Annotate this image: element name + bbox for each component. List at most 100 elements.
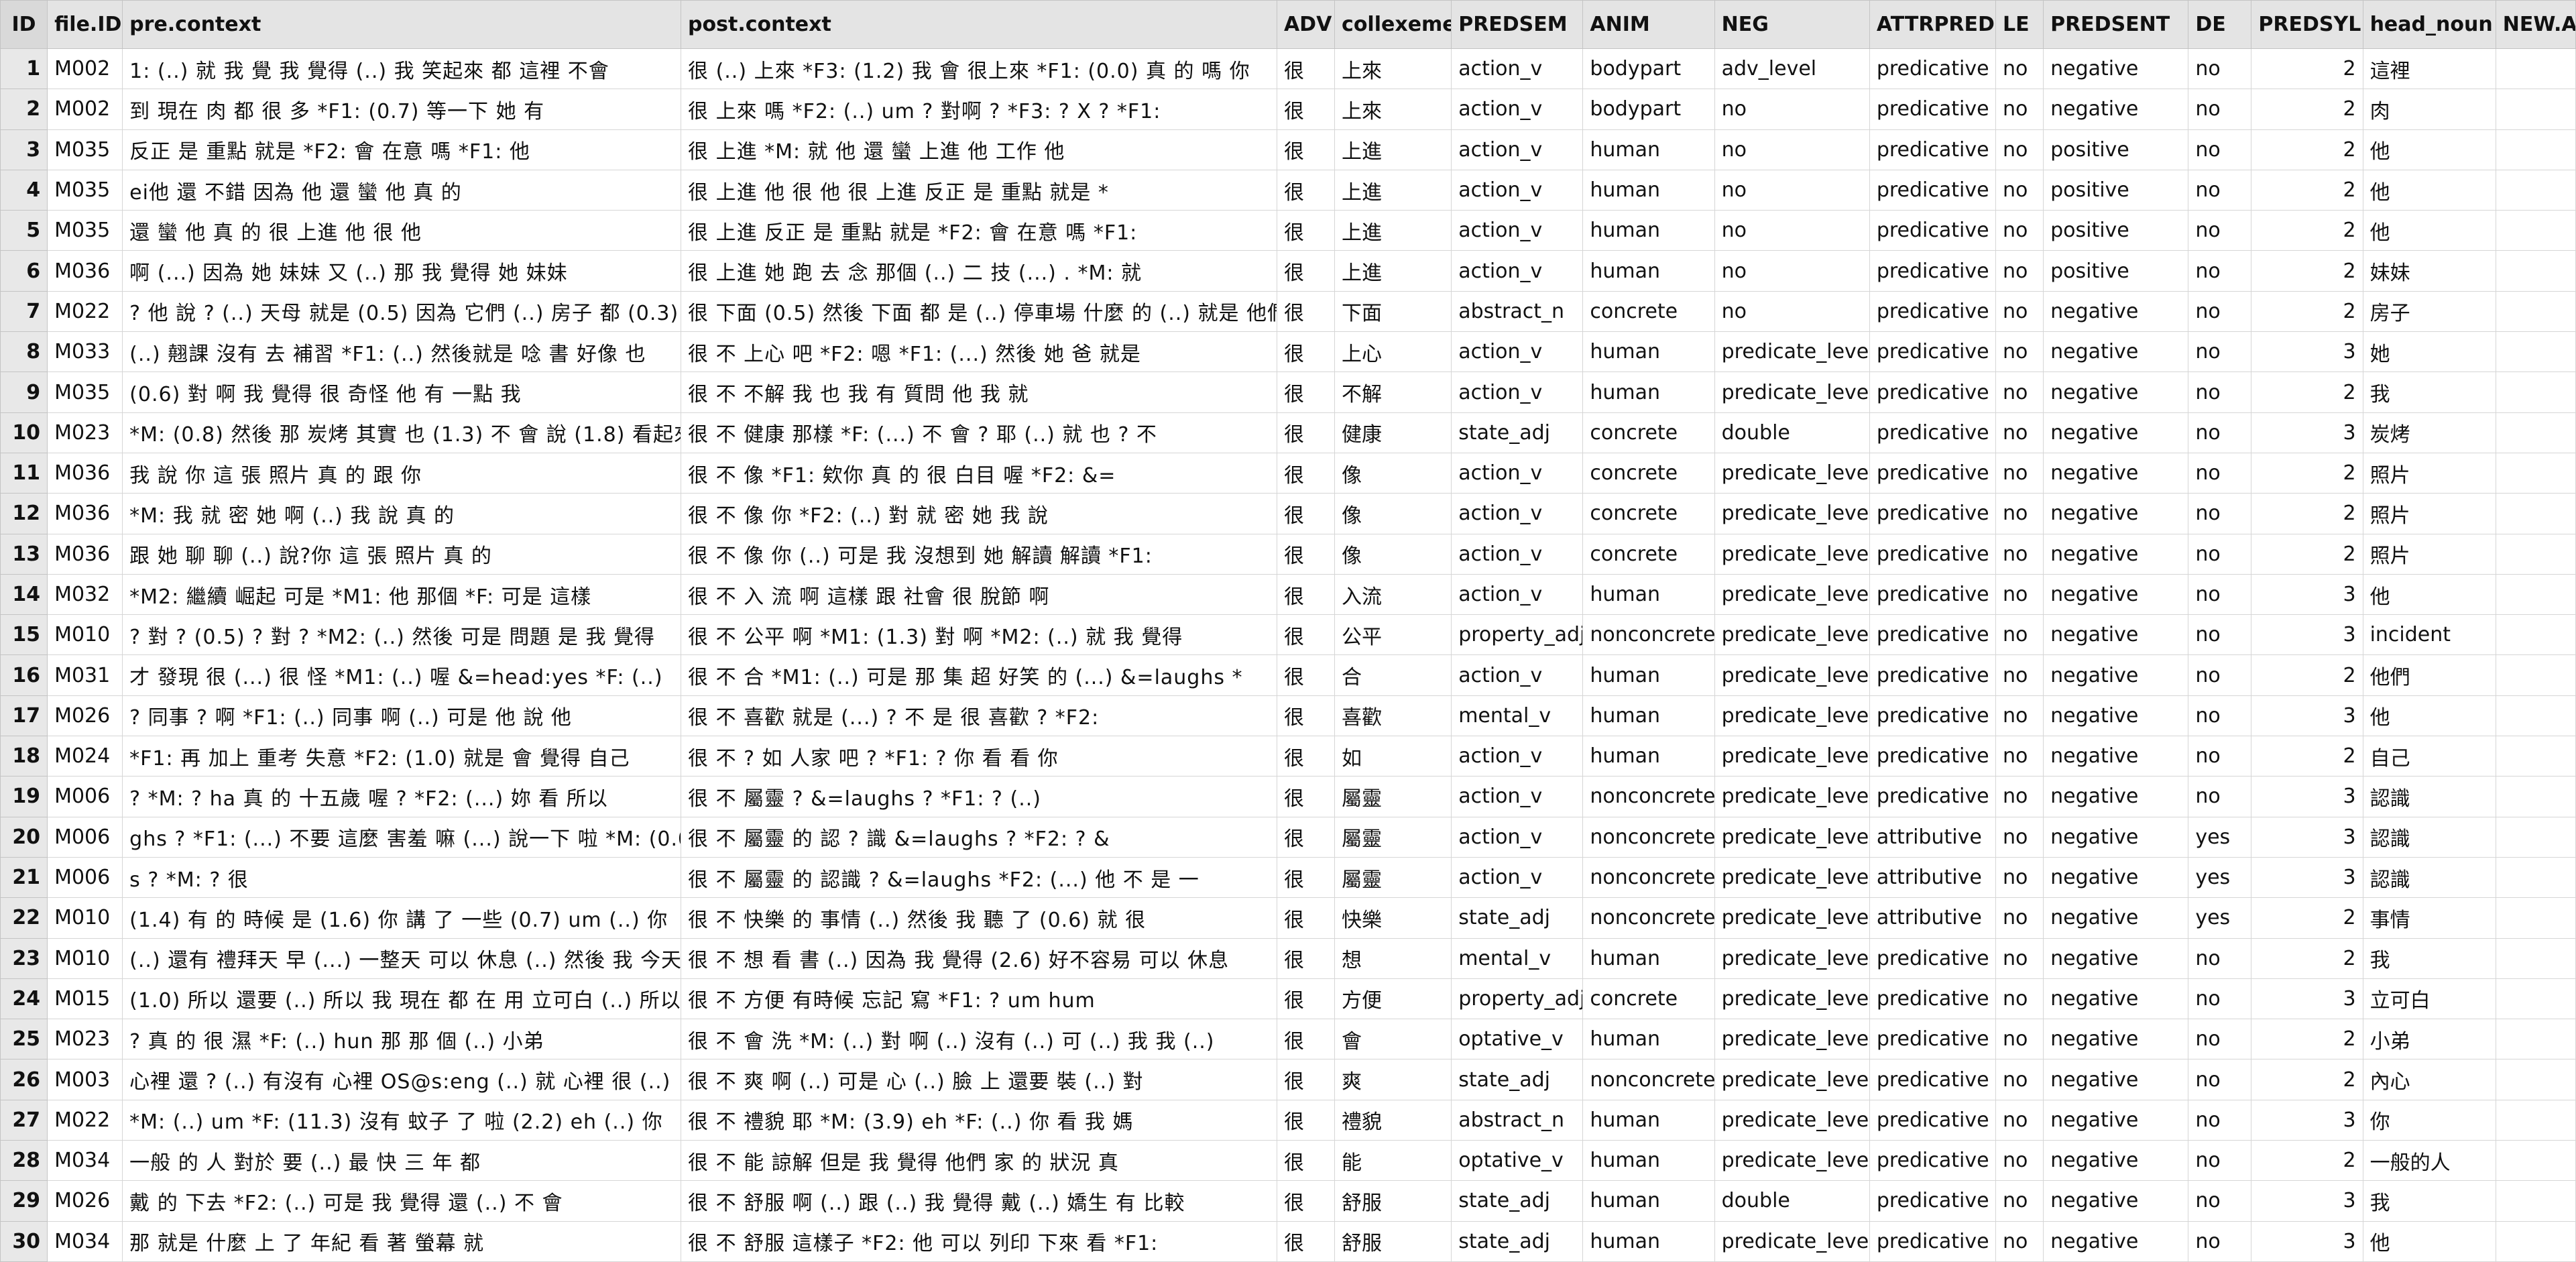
cell-collexeme[interactable]: 如 [1334,736,1452,777]
column-header-le[interactable]: LE [1995,0,2044,49]
cell-anim[interactable]: human [1582,1180,1715,1222]
cell-pre-context[interactable]: 還 蠻 他 真 的 很 上進 他 很 他 [122,210,682,251]
cell-collexeme[interactable]: 上進 [1334,250,1452,292]
cell-new-anim[interactable] [2495,452,2576,494]
cell-head-noun[interactable]: 他 [2362,169,2496,211]
row-number[interactable]: 9 [0,371,48,413]
cell-predsyl[interactable]: 3 [2251,614,2363,656]
cell-de[interactable]: yes [2188,856,2252,899]
cell-post-context[interactable]: 很 不 會 洗 *M: (..) 對 啊 (..) 沒有 (..) 可 (..)… [681,1019,1277,1060]
cell-collexeme[interactable]: 方便 [1334,978,1452,1020]
cell-predsem[interactable]: action_v [1451,573,1584,616]
cell-head-noun[interactable]: 事情 [2362,897,2496,939]
cell-predsyl[interactable]: 2 [2251,250,2363,292]
row-number[interactable]: 30 [0,1220,48,1262]
row-number[interactable]: 3 [0,129,48,170]
cell-predsem[interactable]: mental_v [1451,695,1584,737]
cell-adv[interactable]: 很 [1276,371,1336,413]
cell-predsent[interactable]: negative [2043,331,2189,373]
cell-de[interactable]: no [2188,776,2252,817]
cell-anim[interactable]: nonconcrete [1582,816,1715,858]
cell-pre-context[interactable]: (..) 還有 禮拜天 早 (...) 一整天 可以 休息 (..) 然後 我 … [122,937,682,979]
table-row[interactable]: 8 M033 (..) 翹課 沒有 去 補習 *F1: (..) 然後就是 唸 書 … [0,331,2576,373]
cell-head-noun[interactable]: 他們 [2362,654,2496,696]
cell-post-context[interactable]: 很 不 屬靈 ? &=laughs ? *F1: ? (..) [681,776,1277,817]
cell-le[interactable]: no [1995,897,2044,939]
table-row[interactable]: 25 M023 ? 真 的 很 濕 *F: (..) hun 那 那 個 (..)… [0,1019,2576,1060]
row-number[interactable]: 22 [0,897,48,939]
cell-neg[interactable]: predicate_level [1714,736,1870,777]
cell-predsyl[interactable]: 3 [2251,331,2363,373]
cell-adv[interactable]: 很 [1276,452,1336,494]
cell-anim[interactable]: human [1582,937,1715,979]
cell-predsyl[interactable]: 3 [2251,1220,2363,1262]
cell-predsent[interactable]: negative [2043,452,2189,494]
cell-file-id[interactable]: M031 [47,654,123,696]
cell-adv[interactable]: 很 [1276,331,1336,373]
cell-post-context[interactable]: 很 不 爽 啊 (..) 可是 心 (..) 臉 上 還要 裝 (..) 對 [681,1059,1277,1100]
cell-predsent[interactable]: negative [2043,614,2189,656]
cell-anim[interactable]: bodypart [1582,89,1715,130]
cell-adv[interactable]: 很 [1276,1059,1336,1100]
cell-head-noun[interactable]: 他 [2362,573,2496,616]
cell-predsyl[interactable]: 3 [2251,1099,2363,1141]
cell-attrpred[interactable]: predicative [1869,412,1997,453]
cell-pre-context[interactable]: 啊 (...) 因為 她 妹妹 又 (..) 那 我 覺得 她 妹妹 [122,250,682,292]
table-row[interactable]: 16 M031 才 發現 很 (...) 很 怪 *M1: (..) 喔 &=hea… [0,654,2576,696]
cell-anim[interactable]: bodypart [1582,48,1715,90]
cell-post-context[interactable]: 很 不 能 諒解 但是 我 覺得 他們 家 的 狀況 真 [681,1140,1277,1182]
cell-new-anim[interactable] [2495,89,2576,130]
cell-neg[interactable]: predicate_level [1714,493,1870,534]
cell-head-noun[interactable]: 我 [2362,1180,2496,1222]
cell-adv[interactable]: 很 [1276,129,1336,170]
cell-collexeme[interactable]: 上來 [1334,89,1452,130]
cell-file-id[interactable]: M036 [47,533,123,575]
cell-head-noun[interactable]: 這裡 [2362,48,2496,90]
cell-file-id[interactable]: M010 [47,614,123,656]
cell-attrpred[interactable]: predicative [1869,493,1997,534]
cell-de[interactable]: no [2188,736,2252,777]
cell-collexeme[interactable]: 像 [1334,452,1452,494]
table-row[interactable]: 10 M023 *M: (0.8) 然後 那 炭烤 其實 也 (1.3) 不 會 說… [0,412,2576,453]
table-row[interactable]: 21 M006 s ? *M: ? 很很 不 屬靈 的 認識 ? &=laughs… [0,856,2576,899]
cell-post-context[interactable]: 很 不 舒服 這樣子 *F2: 他 可以 列印 下來 看 *F1: [681,1220,1277,1262]
cell-predsem[interactable]: mental_v [1451,937,1584,979]
column-header-adv[interactable]: ADV [1276,0,1336,49]
cell-predsent[interactable]: positive [2043,169,2189,211]
cell-le[interactable]: no [1995,371,2044,413]
cell-new-anim[interactable] [2495,48,2576,90]
cell-anim[interactable]: nonconcrete [1582,614,1715,656]
cell-predsent[interactable]: negative [2043,1220,2189,1262]
cell-anim[interactable]: human [1582,1220,1715,1262]
cell-attrpred[interactable]: predicative [1869,1059,1997,1100]
cell-collexeme[interactable]: 像 [1334,533,1452,575]
cell-le[interactable]: no [1995,331,2044,373]
row-number[interactable]: 5 [0,210,48,251]
cell-attrpred[interactable]: attributive [1869,897,1997,939]
cell-predsem[interactable]: action_v [1451,736,1584,777]
cell-neg[interactable]: predicate_level [1714,816,1870,858]
cell-collexeme[interactable]: 屬靈 [1334,816,1452,858]
cell-attrpred[interactable]: predicative [1869,331,1997,373]
cell-adv[interactable]: 很 [1276,210,1336,251]
cell-adv[interactable]: 很 [1276,816,1336,858]
row-number[interactable]: 28 [0,1140,48,1182]
cell-attrpred[interactable]: predicative [1869,48,1997,90]
cell-predsyl[interactable]: 2 [2251,48,2363,90]
cell-predsyl[interactable]: 2 [2251,493,2363,534]
cell-adv[interactable]: 很 [1276,89,1336,130]
cell-de[interactable]: no [2188,169,2252,211]
cell-le[interactable]: no [1995,533,2044,575]
cell-new-anim[interactable] [2495,129,2576,170]
cell-predsyl[interactable]: 2 [2251,169,2363,211]
cell-predsem[interactable]: action_v [1451,250,1584,292]
cell-neg[interactable]: predicate_level [1714,1099,1870,1141]
cell-collexeme[interactable]: 會 [1334,1019,1452,1060]
cell-new-anim[interactable] [2495,533,2576,575]
cell-post-context[interactable]: 很 不 想 看 書 (..) 因為 我 覺得 (2.6) 好不容易 可以 休息 [681,937,1277,979]
cell-new-anim[interactable] [2495,1140,2576,1182]
cell-anim[interactable]: human [1582,210,1715,251]
cell-predsent[interactable]: negative [2043,695,2189,737]
cell-head-noun[interactable]: 立可白 [2362,978,2496,1020]
cell-adv[interactable]: 很 [1276,1140,1336,1182]
